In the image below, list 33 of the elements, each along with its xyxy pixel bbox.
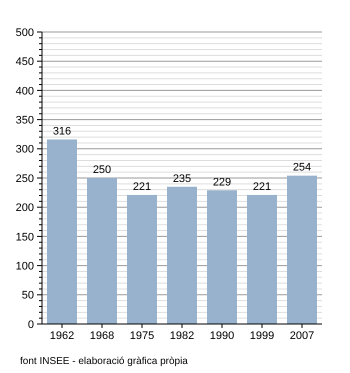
y-tick-label: 300 [16, 144, 34, 156]
y-tick-label: 50 [22, 290, 34, 302]
bar [287, 176, 317, 324]
y-tick-label: 500 [16, 26, 34, 39]
bar [127, 194, 157, 324]
text: font INSEE - elaboració gràfica pròpia [20, 356, 188, 367]
y-tick-label: 150 [16, 231, 34, 244]
y-tick-label: 350 [16, 114, 34, 126]
data-label: 316 [52, 125, 72, 138]
bar [247, 194, 277, 324]
data-label: 250 [92, 164, 112, 176]
x-tick-label: 2007 [290, 330, 314, 342]
x-tick-label: 1962 [50, 330, 74, 342]
y-tick-label: 100 [16, 260, 34, 272]
y-tick-label: 200 [16, 202, 34, 214]
data-label: 235 [172, 172, 192, 185]
y-tick-label: 250 [16, 172, 34, 185]
bar [87, 178, 117, 324]
x-tick-label: 1990 [210, 330, 234, 342]
bar [207, 190, 237, 324]
data-label: 221 [132, 180, 152, 193]
bar [167, 186, 197, 324]
data-label: 229 [212, 176, 232, 188]
data-label: 254 [292, 162, 312, 174]
y-tick-label: 0 [28, 318, 34, 331]
y-tick-label: 450 [16, 56, 34, 68]
data-label: 221 [252, 180, 272, 193]
bar [47, 139, 77, 324]
x-tick-label: 1999 [250, 330, 274, 342]
x-tick-label: 1982 [170, 330, 194, 342]
x-tick-label: 1968 [90, 330, 114, 342]
x-tick-label: 1975 [130, 330, 154, 342]
y-tick-label: 400 [16, 85, 34, 98]
